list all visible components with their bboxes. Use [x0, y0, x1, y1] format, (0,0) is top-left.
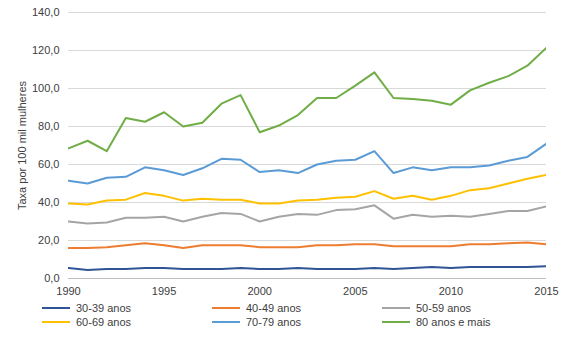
html-text:30-39 anos: 30-39 anos [76, 302, 131, 314]
svg-text:2015: 2015 [534, 285, 558, 297]
svg-text:120,0: 120,0 [32, 44, 60, 56]
svg-text:Taxa por 100 mil mulheres: Taxa por 100 mil mulheres [16, 81, 28, 211]
html-text:50-59 anos: 50-59 anos [416, 302, 471, 314]
svg-text:60,0: 60,0 [38, 158, 59, 170]
svg-text:2005: 2005 [343, 285, 367, 297]
html-text:40-49 anos: 40-49 anos [246, 302, 301, 314]
html-text:80 anos e mais: 80 anos e mais [416, 316, 491, 328]
svg-text:40,0: 40,0 [38, 196, 59, 208]
svg-text:1990: 1990 [56, 285, 80, 297]
svg-text:20,0: 20,0 [38, 234, 59, 246]
svg-text:2010: 2010 [439, 285, 463, 297]
html-text:60-69 anos: 60-69 anos [76, 316, 131, 328]
svg-text:140,0: 140,0 [32, 6, 60, 18]
svg-text:0,0: 0,0 [44, 272, 59, 284]
svg-text:100,0: 100,0 [32, 82, 60, 94]
svg-text:1995: 1995 [152, 285, 176, 297]
html-text:70-79 anos: 70-79 anos [246, 316, 301, 328]
svg-text:2000: 2000 [247, 285, 271, 297]
svg-text:80,0: 80,0 [38, 120, 59, 132]
